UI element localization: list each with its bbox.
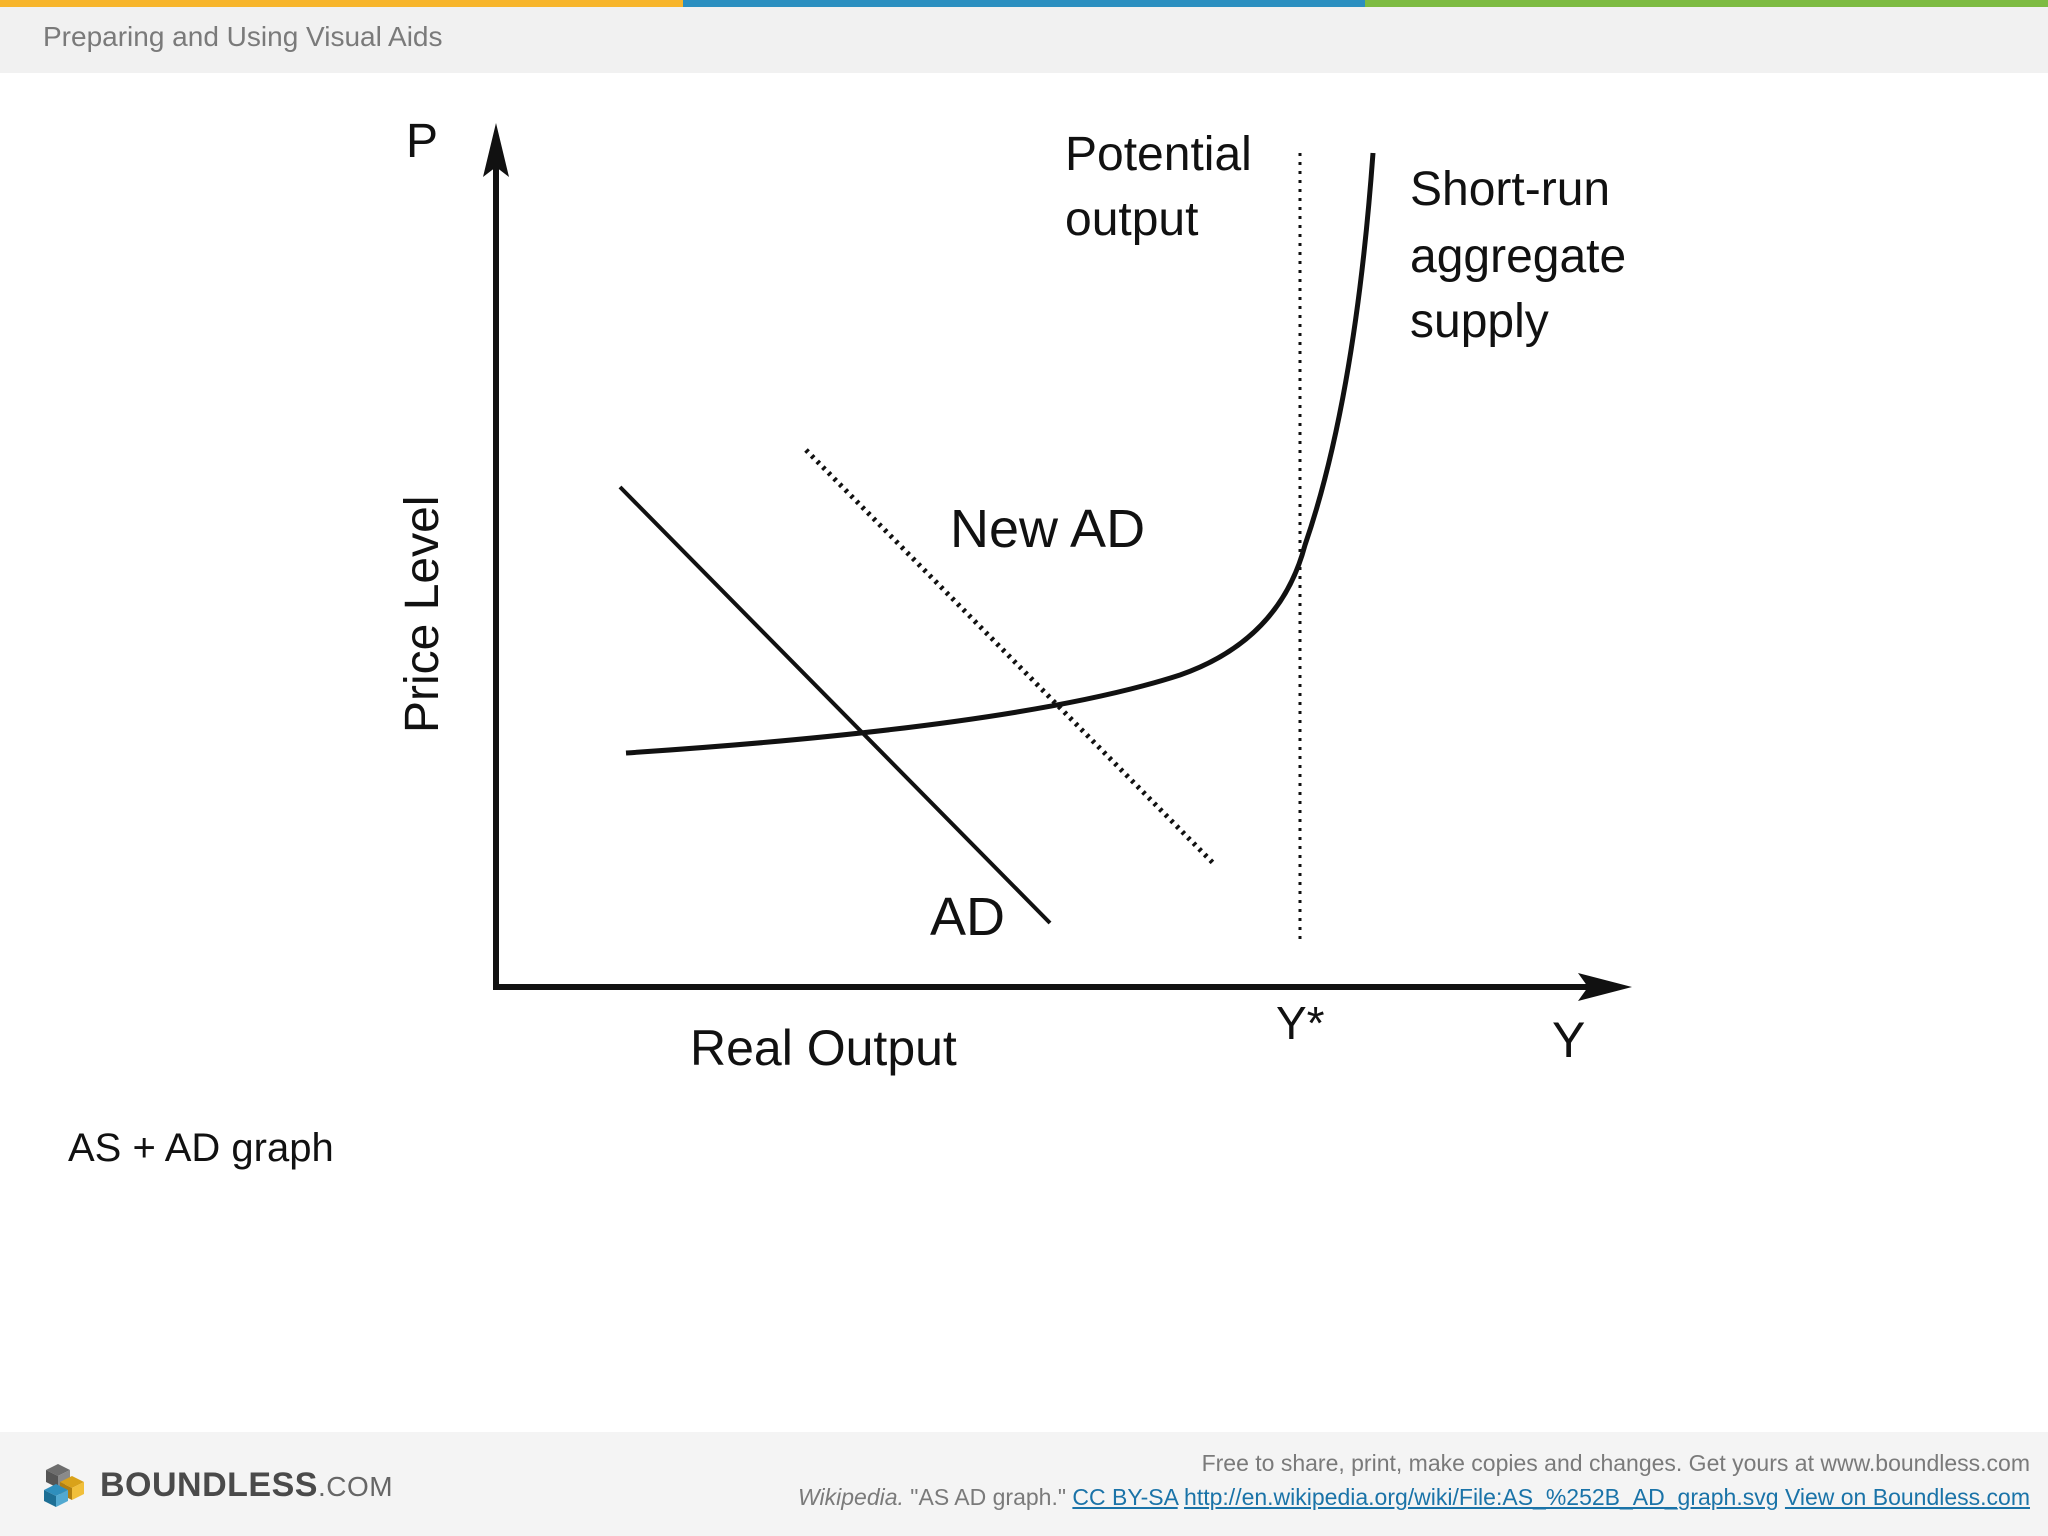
slide-header: Preparing and Using Visual Aids bbox=[0, 7, 2048, 73]
stripe-blue bbox=[682, 0, 1366, 7]
source-url-link[interactable]: http://en.wikipedia.org/wiki/File:AS_%25… bbox=[1184, 1484, 1779, 1510]
potential-output-label-line1: Potential bbox=[1065, 128, 1252, 181]
y-axis-label: Price Level bbox=[396, 496, 449, 733]
sras-label-line1: Short-run bbox=[1410, 163, 1610, 216]
as-ad-graph: P Price Level Real Output Y Y* Potential… bbox=[396, 115, 1632, 1076]
footer-share-notice: Free to share, print, make copies and ch… bbox=[1201, 1450, 2030, 1476]
new-ad-label: New AD bbox=[950, 499, 1145, 559]
figure-caption: AS + AD graph bbox=[68, 1126, 334, 1170]
sras-curve bbox=[625, 152, 1376, 756]
y-axis-arrowhead bbox=[483, 123, 509, 177]
x-axis-arrowhead bbox=[1578, 973, 1632, 1001]
stripe-green bbox=[1365, 0, 2048, 7]
attribution-source: Wikipedia. bbox=[798, 1484, 904, 1510]
boundless-logo[interactable]: BOUNDLESS.COM bbox=[42, 1462, 393, 1508]
potential-output-label-line2: output bbox=[1065, 193, 1198, 246]
sras-label-line3: supply bbox=[1410, 295, 1549, 348]
sras-label-line2: aggregate bbox=[1410, 230, 1626, 283]
x-axis-label: Real Output bbox=[690, 1020, 957, 1076]
stripe-orange bbox=[0, 0, 683, 7]
slide-header-title: Preparing and Using Visual Aids bbox=[43, 21, 443, 52]
boundless-cubes-icon bbox=[44, 1464, 84, 1507]
potential-output-marker: Y* bbox=[1276, 997, 1325, 1049]
ad-line bbox=[618, 485, 1052, 925]
new-ad-line bbox=[804, 448, 1217, 867]
y-axis-letter: P bbox=[406, 115, 438, 168]
boundless-logo-text: BOUNDLESS.COM bbox=[100, 1465, 394, 1504]
top-color-stripe bbox=[0, 0, 2048, 7]
x-axis-letter: Y bbox=[1552, 1012, 1585, 1068]
view-on-boundless-link[interactable]: View on Boundless.com bbox=[1784, 1484, 2030, 1510]
attribution-title: "AS AD graph." bbox=[903, 1484, 1073, 1510]
slide-footer: BOUNDLESS.COM Free to share, print, make… bbox=[0, 1432, 2048, 1536]
footer-attribution: Wikipedia. "AS AD graph." CC BY-SA http:… bbox=[798, 1484, 2030, 1511]
as-ad-graph-figure: P Price Level Real Output Y Y* Potential… bbox=[380, 105, 1670, 1105]
license-link[interactable]: CC BY-SA bbox=[1072, 1484, 1178, 1510]
ad-label: AD bbox=[930, 887, 1005, 947]
